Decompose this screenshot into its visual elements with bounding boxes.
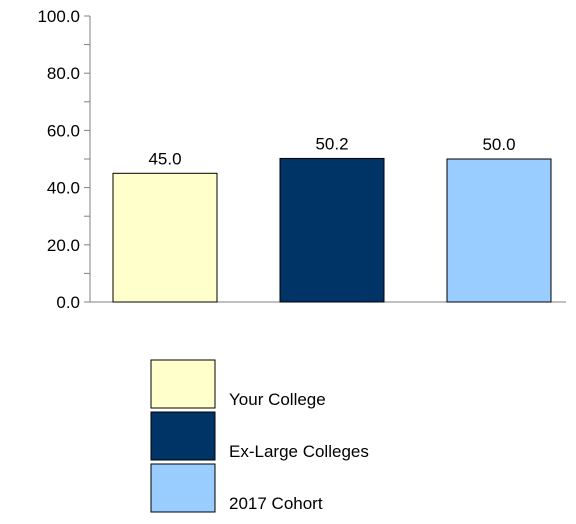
y-tick-label: 100.0: [37, 7, 80, 26]
bar-value-label: 50.0: [482, 135, 515, 154]
legend: Your College Ex-Large Colleges 2017 Cohort: [150, 359, 369, 513]
bar-your-college: [112, 172, 218, 303]
bar-value-label: 50.2: [315, 134, 348, 153]
y-tick-label: 0.0: [56, 293, 80, 312]
legend-label: Your College: [229, 390, 326, 409]
legend-label: Ex-Large Colleges: [229, 442, 369, 461]
bar-value-label: 45.0: [148, 149, 181, 168]
y-tick-label: 60.0: [47, 121, 80, 140]
legend-label: 2017 Cohort: [229, 494, 323, 513]
data-labels: 45.0 50.2 50.0: [148, 134, 515, 168]
bar-2017-cohort: [446, 158, 552, 303]
y-tick-label: 80.0: [47, 64, 80, 83]
legend-swatch: [150, 463, 216, 513]
bars: [112, 157, 552, 303]
y-tick-label: 40.0: [47, 179, 80, 198]
y-tick-label: 20.0: [47, 236, 80, 255]
legend-swatch: [150, 359, 216, 409]
legend-swatch: [150, 411, 216, 461]
bar-ex-large-colleges: [279, 157, 385, 303]
